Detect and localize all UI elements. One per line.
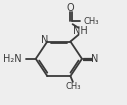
Text: N: N bbox=[91, 54, 99, 64]
Text: CH₃: CH₃ bbox=[66, 82, 81, 91]
Text: NH: NH bbox=[73, 26, 88, 36]
Text: CH₃: CH₃ bbox=[83, 17, 99, 26]
Text: H₂N: H₂N bbox=[3, 54, 22, 64]
Text: N: N bbox=[41, 35, 49, 45]
Text: O: O bbox=[66, 3, 74, 13]
